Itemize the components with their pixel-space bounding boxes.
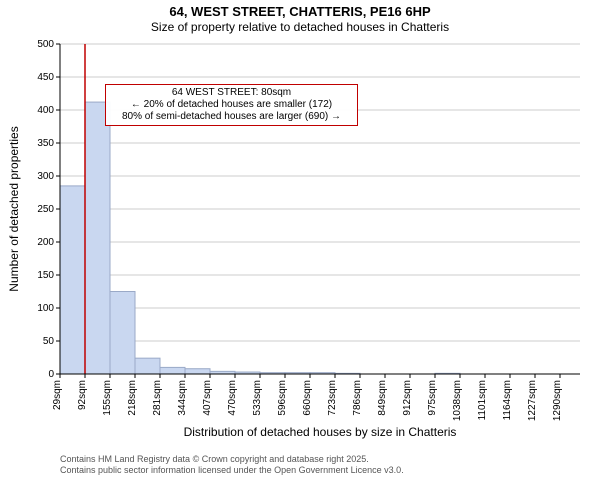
y-tick-label: 150 — [37, 270, 54, 281]
x-tick-label: 407sqm — [202, 380, 213, 416]
footer-line-2: Contains public sector information licen… — [60, 465, 600, 476]
x-tick-label: 660sqm — [302, 380, 313, 416]
histogram-bar — [110, 291, 135, 374]
y-tick-label: 350 — [37, 138, 54, 149]
x-tick-label: 344sqm — [177, 380, 188, 416]
callout-box: 64 WEST STREET: 80sqm ← 20% of detached … — [105, 84, 358, 126]
x-tick-label: 281sqm — [152, 380, 163, 416]
x-tick-label: 1101sqm — [477, 380, 488, 420]
x-tick-label: 849sqm — [377, 380, 388, 416]
y-axis-label: Number of detached properties — [7, 126, 21, 291]
x-axis-label: Distribution of detached houses by size … — [184, 425, 457, 439]
y-tick-label: 400 — [37, 105, 54, 116]
x-tick-label: 1290sqm — [552, 380, 563, 421]
x-tick-label: 92sqm — [77, 380, 88, 410]
page-title: 64, WEST STREET, CHATTERIS, PE16 6HP — [0, 0, 600, 20]
histogram-bar — [60, 186, 85, 374]
histogram-bar — [85, 102, 110, 374]
y-tick-label: 50 — [43, 336, 55, 347]
x-tick-label: 912sqm — [402, 380, 413, 416]
x-tick-label: 786sqm — [352, 380, 363, 416]
x-tick-label: 29sqm — [52, 380, 63, 410]
histogram-bar — [135, 358, 160, 374]
y-tick-label: 0 — [48, 369, 54, 380]
x-tick-label: 1227sqm — [527, 380, 538, 421]
histogram-bar — [185, 369, 210, 374]
footer-line-1: Contains HM Land Registry data © Crown c… — [60, 454, 600, 465]
callout-larger: 80% of semi-detached houses are larger (… — [110, 111, 353, 123]
y-tick-label: 250 — [37, 204, 54, 215]
page-subtitle: Size of property relative to detached ho… — [0, 20, 600, 34]
y-tick-label: 500 — [37, 39, 54, 50]
x-tick-label: 1038sqm — [452, 380, 463, 421]
x-tick-label: 596sqm — [277, 380, 288, 416]
y-tick-label: 200 — [37, 237, 54, 248]
histogram-bar — [160, 367, 185, 374]
x-tick-label: 470sqm — [227, 380, 238, 416]
x-tick-label: 533sqm — [252, 380, 263, 416]
callout-title: 64 WEST STREET: 80sqm — [110, 87, 353, 99]
y-tick-label: 100 — [37, 303, 54, 314]
callout-smaller: ← 20% of detached houses are smaller (17… — [110, 99, 353, 111]
x-tick-label: 975sqm — [427, 380, 438, 416]
x-tick-label: 1164sqm — [502, 380, 513, 420]
y-tick-label: 450 — [37, 72, 54, 83]
x-tick-label: 723sqm — [327, 380, 338, 416]
x-tick-label: 218sqm — [127, 380, 138, 416]
y-tick-label: 300 — [37, 171, 54, 182]
x-tick-label: 155sqm — [102, 380, 113, 416]
